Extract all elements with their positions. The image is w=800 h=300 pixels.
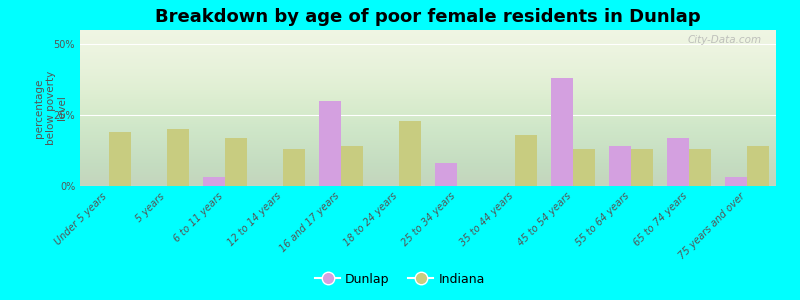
Bar: [689, 149, 711, 186]
Bar: [167, 129, 189, 186]
Legend: Dunlap, Indiana: Dunlap, Indiana: [310, 268, 490, 291]
Bar: [725, 178, 747, 186]
Bar: [667, 138, 689, 186]
Bar: [573, 149, 595, 186]
Bar: [399, 121, 421, 186]
Bar: [225, 138, 247, 186]
Bar: [609, 146, 631, 186]
Y-axis label: percentage
below poverty
level: percentage below poverty level: [34, 71, 67, 145]
Bar: [435, 163, 457, 186]
Bar: [203, 178, 225, 186]
Title: Breakdown by age of poor female residents in Dunlap: Breakdown by age of poor female resident…: [155, 8, 701, 26]
Bar: [551, 78, 573, 186]
Bar: [319, 101, 341, 186]
Bar: [109, 132, 131, 186]
Bar: [515, 135, 537, 186]
Bar: [747, 146, 769, 186]
Bar: [631, 149, 653, 186]
Bar: [341, 146, 363, 186]
Text: City-Data.com: City-Data.com: [688, 35, 762, 45]
Bar: [283, 149, 305, 186]
